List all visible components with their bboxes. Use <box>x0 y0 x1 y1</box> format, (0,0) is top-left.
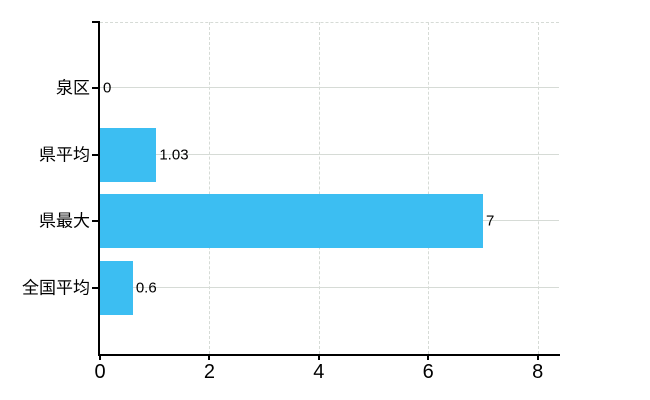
y-axis-tick <box>92 87 100 89</box>
y-axis-tick <box>92 287 100 289</box>
x-gridline <box>209 22 211 354</box>
value-label: 7 <box>485 212 495 230</box>
x-tick-label: 2 <box>203 361 215 383</box>
y-axis-tick <box>92 154 100 156</box>
x-tick-label: 0 <box>94 361 106 383</box>
x-tick-label: 4 <box>313 361 325 383</box>
x-axis-tick <box>536 354 539 360</box>
x-axis-tick <box>208 354 211 360</box>
x-tick-label: 6 <box>422 361 434 383</box>
category-label: 泉区 <box>56 78 90 98</box>
y-axis-top-tick <box>92 21 100 23</box>
category-gridline <box>100 87 559 88</box>
x-tick-label: 8 <box>532 361 544 383</box>
plot-top-border <box>100 22 559 23</box>
category-label: 県最大 <box>39 211 90 231</box>
x-gridline <box>428 22 430 354</box>
value-label: 1.03 <box>159 146 189 164</box>
x-gridline <box>318 22 320 354</box>
bar <box>100 261 133 315</box>
bar <box>100 128 157 182</box>
x-axis-tick <box>99 354 101 360</box>
x-axis-tick <box>427 354 430 360</box>
bar <box>100 194 483 248</box>
x-axis-tick <box>317 354 320 360</box>
x-axis-line <box>98 354 560 356</box>
category-gridline <box>100 154 559 155</box>
value-label: 0.6 <box>135 279 157 297</box>
y-axis-line <box>98 22 100 354</box>
x-gridline <box>537 22 539 354</box>
category-gridline <box>100 287 559 288</box>
category-label: 県平均 <box>39 145 90 165</box>
y-axis-tick <box>92 220 100 222</box>
value-label: 0 <box>103 79 112 97</box>
category-label: 全国平均 <box>22 278 90 298</box>
